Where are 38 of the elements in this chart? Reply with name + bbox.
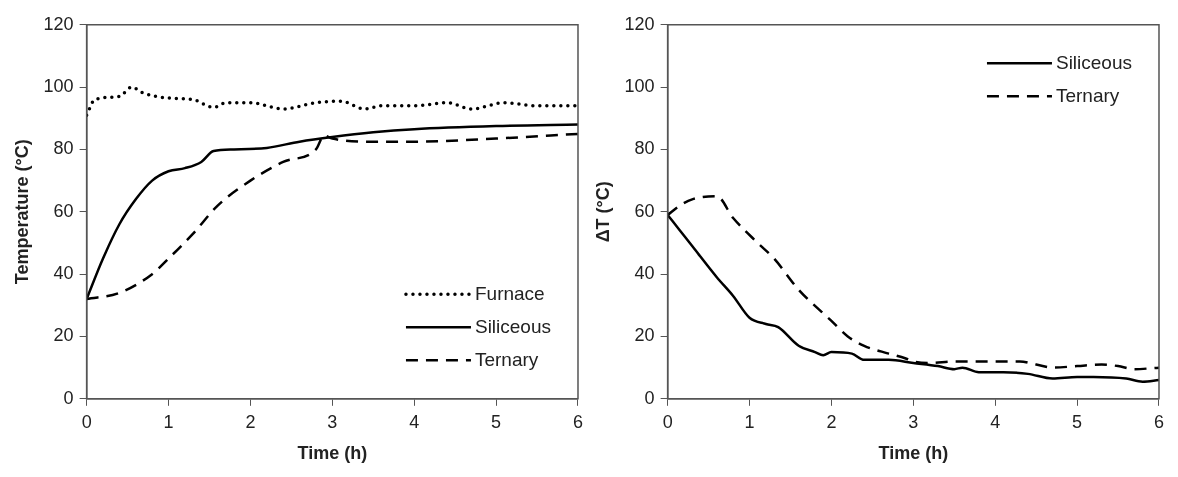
x-tick-label: 5 bbox=[491, 411, 502, 432]
legend-label: Siliceous bbox=[1055, 51, 1132, 73]
x-axis-title: Time (h) bbox=[878, 443, 949, 464]
x-tick-label: 6 bbox=[572, 411, 583, 432]
y-tick-label: 40 bbox=[634, 263, 655, 284]
x-tick-label: 2 bbox=[826, 411, 837, 432]
x-tick-label: 1 bbox=[163, 411, 174, 432]
y-tick-label: 120 bbox=[43, 13, 74, 34]
y-tick-label: 0 bbox=[644, 387, 655, 408]
y-tick-label: 120 bbox=[624, 13, 655, 34]
x-tick-label: 0 bbox=[81, 411, 92, 432]
x-tick-label: 4 bbox=[409, 411, 420, 432]
x-tick-label: 1 bbox=[744, 411, 755, 432]
x-tick-label: 0 bbox=[662, 411, 673, 432]
y-tick-label: 80 bbox=[53, 138, 74, 159]
legend-label: Furnace bbox=[474, 282, 545, 304]
y-axis-title: Temperature (°C) bbox=[11, 139, 32, 285]
y-tick-label: 80 bbox=[634, 138, 655, 159]
x-tick-label: 5 bbox=[1072, 411, 1083, 432]
y-tick-label: 40 bbox=[53, 263, 74, 284]
x-axis-title: Time (h) bbox=[297, 443, 368, 464]
line-series bbox=[86, 85, 578, 117]
x-tick-label: 3 bbox=[327, 411, 338, 432]
y-tick-label: 100 bbox=[624, 76, 655, 97]
x-tick-label: 3 bbox=[908, 411, 919, 432]
y-tick-label: 0 bbox=[63, 387, 74, 408]
legend-label: Ternary bbox=[1055, 84, 1120, 106]
x-tick-label: 6 bbox=[1153, 411, 1164, 432]
y-axis-title: ΔT (°C) bbox=[592, 181, 613, 243]
y-tick-label: 20 bbox=[53, 325, 74, 346]
legend-label: Siliceous bbox=[474, 315, 551, 337]
y-tick-label: 100 bbox=[43, 76, 74, 97]
legend-label: Ternary bbox=[474, 348, 539, 370]
x-tick-label: 4 bbox=[990, 411, 1001, 432]
y-tick-label: 60 bbox=[53, 200, 74, 221]
x-tick-label: 2 bbox=[245, 411, 256, 432]
y-tick-label: 20 bbox=[634, 325, 655, 346]
y-tick-label: 60 bbox=[634, 200, 655, 221]
